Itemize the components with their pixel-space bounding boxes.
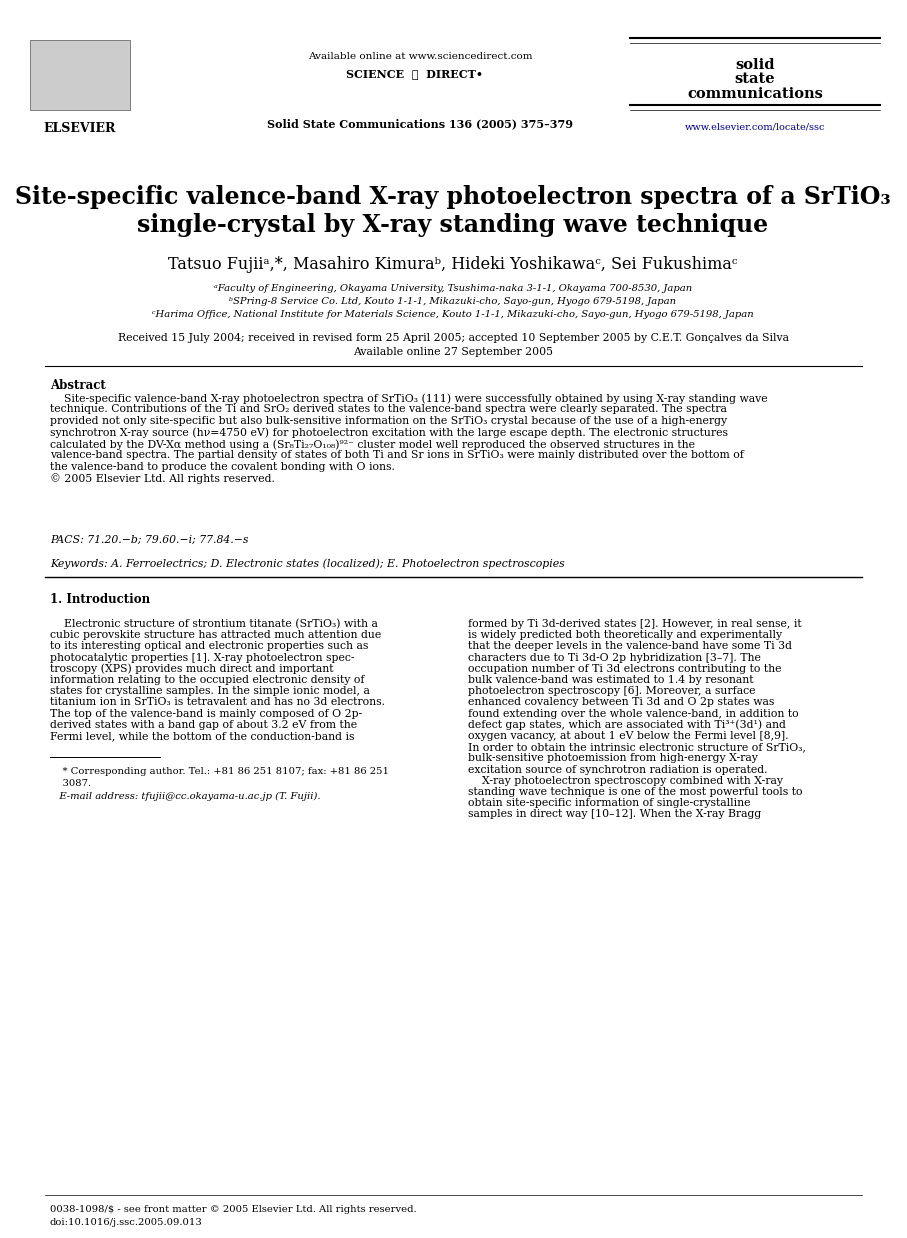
Text: that the deeper levels in the valence-band have some Ti 3d: that the deeper levels in the valence-ba… [468, 641, 792, 651]
Text: communications: communications [688, 87, 823, 102]
Text: In order to obtain the intrinsic electronic structure of SrTiO₃,: In order to obtain the intrinsic electro… [468, 743, 806, 753]
Text: obtain site-specific information of single-crystalline: obtain site-specific information of sing… [468, 799, 750, 808]
Text: bulk-sensitive photoemission from high-energy X-ray: bulk-sensitive photoemission from high-e… [468, 754, 758, 764]
Text: found extending over the whole valence-band, in addition to: found extending over the whole valence-b… [468, 708, 799, 718]
Text: Fermi level, while the bottom of the conduction-band is: Fermi level, while the bottom of the con… [50, 730, 355, 742]
Text: bulk valence-band was estimated to 1.4 by resonant: bulk valence-band was estimated to 1.4 b… [468, 675, 754, 685]
Text: photoelectron spectroscopy [6]. Moreover, a surface: photoelectron spectroscopy [6]. Moreover… [468, 686, 756, 696]
Text: cubic perovskite structure has attracted much attention due: cubic perovskite structure has attracted… [50, 630, 381, 640]
Text: X-ray photoelectron spectroscopy combined with X-ray: X-ray photoelectron spectroscopy combine… [468, 776, 783, 786]
Text: Solid State Communications 136 (2005) 375–379: Solid State Communications 136 (2005) 37… [267, 118, 573, 129]
Text: enhanced covalency between Ti 3d and O 2p states was: enhanced covalency between Ti 3d and O 2… [468, 697, 775, 707]
Text: 0038-1098/$ - see front matter © 2005 Elsevier Ltd. All rights reserved.: 0038-1098/$ - see front matter © 2005 El… [50, 1205, 416, 1214]
Text: 3087.: 3087. [50, 779, 91, 789]
Text: oxygen vacancy, at about 1 eV below the Fermi level [8,9].: oxygen vacancy, at about 1 eV below the … [468, 730, 788, 742]
Text: * Corresponding author. Tel.: +81 86 251 8107; fax: +81 86 251: * Corresponding author. Tel.: +81 86 251… [50, 768, 389, 776]
Text: state: state [735, 72, 775, 85]
Text: synchrotron X-ray source (hν=4750 eV) for photoelectron excitation with the larg: synchrotron X-ray source (hν=4750 eV) fo… [50, 427, 728, 438]
Text: the valence-band to produce the covalent bonding with O ions.: the valence-band to produce the covalent… [50, 462, 395, 472]
Text: titanium ion in SrTiO₃ is tetravalent and has no 3d electrons.: titanium ion in SrTiO₃ is tetravalent an… [50, 697, 385, 707]
Text: doi:10.1016/j.ssc.2005.09.013: doi:10.1016/j.ssc.2005.09.013 [50, 1218, 203, 1227]
Text: defect gap states, which are associated with Ti³⁺(3d¹) and: defect gap states, which are associated … [468, 719, 785, 730]
Text: Site-specific valence-band X-ray photoelectron spectra of a SrTiO₃: Site-specific valence-band X-ray photoel… [15, 184, 891, 209]
Text: Received 15 July 2004; received in revised form 25 April 2005; accepted 10 Septe: Received 15 July 2004; received in revis… [118, 333, 788, 343]
Text: Abstract: Abstract [50, 379, 106, 392]
Text: Site-specific valence-band X-ray photoelectron spectra of SrTiO₃ (111) were succ: Site-specific valence-band X-ray photoel… [50, 392, 767, 404]
Text: is widely predicted both theoretically and experimentally: is widely predicted both theoretically a… [468, 630, 782, 640]
Text: ELSEVIER: ELSEVIER [44, 123, 116, 135]
Text: Electronic structure of strontium titanate (SrTiO₃) with a: Electronic structure of strontium titana… [50, 619, 378, 629]
Text: formed by Ti 3d-derived states [2]. However, in real sense, it: formed by Ti 3d-derived states [2]. Howe… [468, 619, 802, 629]
Text: excitation source of synchrotron radiation is operated.: excitation source of synchrotron radiati… [468, 765, 767, 775]
Text: provided not only site-specific but also bulk-sensitive information on the SrTiO: provided not only site-specific but also… [50, 416, 727, 426]
Text: 1. Introduction: 1. Introduction [50, 593, 151, 605]
Text: ᵃFaculty of Engineering, Okayama University, Tsushima-naka 3-1-1, Okayama 700-85: ᵃFaculty of Engineering, Okayama Univers… [214, 284, 692, 293]
Text: Available online at www.sciencedirect.com: Available online at www.sciencedirect.co… [307, 52, 532, 61]
Text: SCIENCE  ⓓ  DIRECT•: SCIENCE ⓓ DIRECT• [346, 68, 483, 79]
Text: troscopy (XPS) provides much direct and important: troscopy (XPS) provides much direct and … [50, 664, 334, 675]
Bar [30, 40, 130, 110]
Text: single-crystal by X-ray standing wave technique: single-crystal by X-ray standing wave te… [138, 213, 768, 236]
Text: valence-band spectra. The partial density of states of both Ti and Sr ions in Sr: valence-band spectra. The partial densit… [50, 451, 744, 461]
Text: © 2005 Elsevier Ltd. All rights reserved.: © 2005 Elsevier Ltd. All rights reserved… [50, 473, 275, 484]
Text: states for crystalline samples. In the simple ionic model, a: states for crystalline samples. In the s… [50, 686, 370, 696]
Text: derived states with a band gap of about 3.2 eV from the: derived states with a band gap of about … [50, 719, 357, 729]
Text: www.elsevier.com/locate/ssc: www.elsevier.com/locate/ssc [685, 123, 825, 131]
Text: calculated by the DV-Xα method using a (Sr₈Ti₂₇O₁₀₈)⁹²⁻ cluster model well repro: calculated by the DV-Xα method using a (… [50, 439, 695, 449]
Text: The top of the valence-band is mainly composed of O 2p-: The top of the valence-band is mainly co… [50, 708, 362, 718]
Text: ᵇSPring-8 Service Co. Ltd, Kouto 1-1-1, Mikazuki-cho, Sayo-gun, Hyogo 679-5198, : ᵇSPring-8 Service Co. Ltd, Kouto 1-1-1, … [229, 297, 677, 306]
Text: PACS: 71.20.−b; 79.60.−i; 77.84.−s: PACS: 71.20.−b; 79.60.−i; 77.84.−s [50, 535, 249, 545]
Text: to its interesting optical and electronic properties such as: to its interesting optical and electroni… [50, 641, 368, 651]
Text: Available online 27 September 2005: Available online 27 September 2005 [353, 347, 553, 357]
Text: Tatsuo Fujiiᵃ,*, Masahiro Kimuraᵇ, Hideki Yoshikawaᶜ, Sei Fukushimaᶜ: Tatsuo Fujiiᵃ,*, Masahiro Kimuraᵇ, Hidek… [169, 256, 737, 274]
Text: occupation number of Ti 3d electrons contributing to the: occupation number of Ti 3d electrons con… [468, 664, 782, 673]
Text: samples in direct way [10–12]. When the X-ray Bragg: samples in direct way [10–12]. When the … [468, 810, 761, 820]
Text: photocatalytic properties [1]. X-ray photoelectron spec-: photocatalytic properties [1]. X-ray pho… [50, 652, 355, 662]
Text: ᶜHarima Office, National Institute for Materials Science, Kouto 1-1-1, Mikazuki-: ᶜHarima Office, National Institute for M… [152, 310, 754, 319]
Text: E-mail address: tfujii@cc.okayama-u.ac.jp (T. Fujii).: E-mail address: tfujii@cc.okayama-u.ac.j… [50, 792, 320, 801]
Text: information relating to the occupied electronic density of: information relating to the occupied ele… [50, 675, 365, 685]
Text: characters due to Ti 3d-O 2p hybridization [3–7]. The: characters due to Ti 3d-O 2p hybridizati… [468, 652, 761, 662]
Text: Keywords: A. Ferroelectrics; D. Electronic states (localized); E. Photoelectron : Keywords: A. Ferroelectrics; D. Electron… [50, 558, 565, 568]
Text: technique. Contributions of the Ti and SrO₂ derived states to the valence-band s: technique. Contributions of the Ti and S… [50, 405, 727, 415]
Text: solid: solid [736, 58, 775, 72]
Text: standing wave technique is one of the most powerful tools to: standing wave technique is one of the mo… [468, 787, 803, 797]
